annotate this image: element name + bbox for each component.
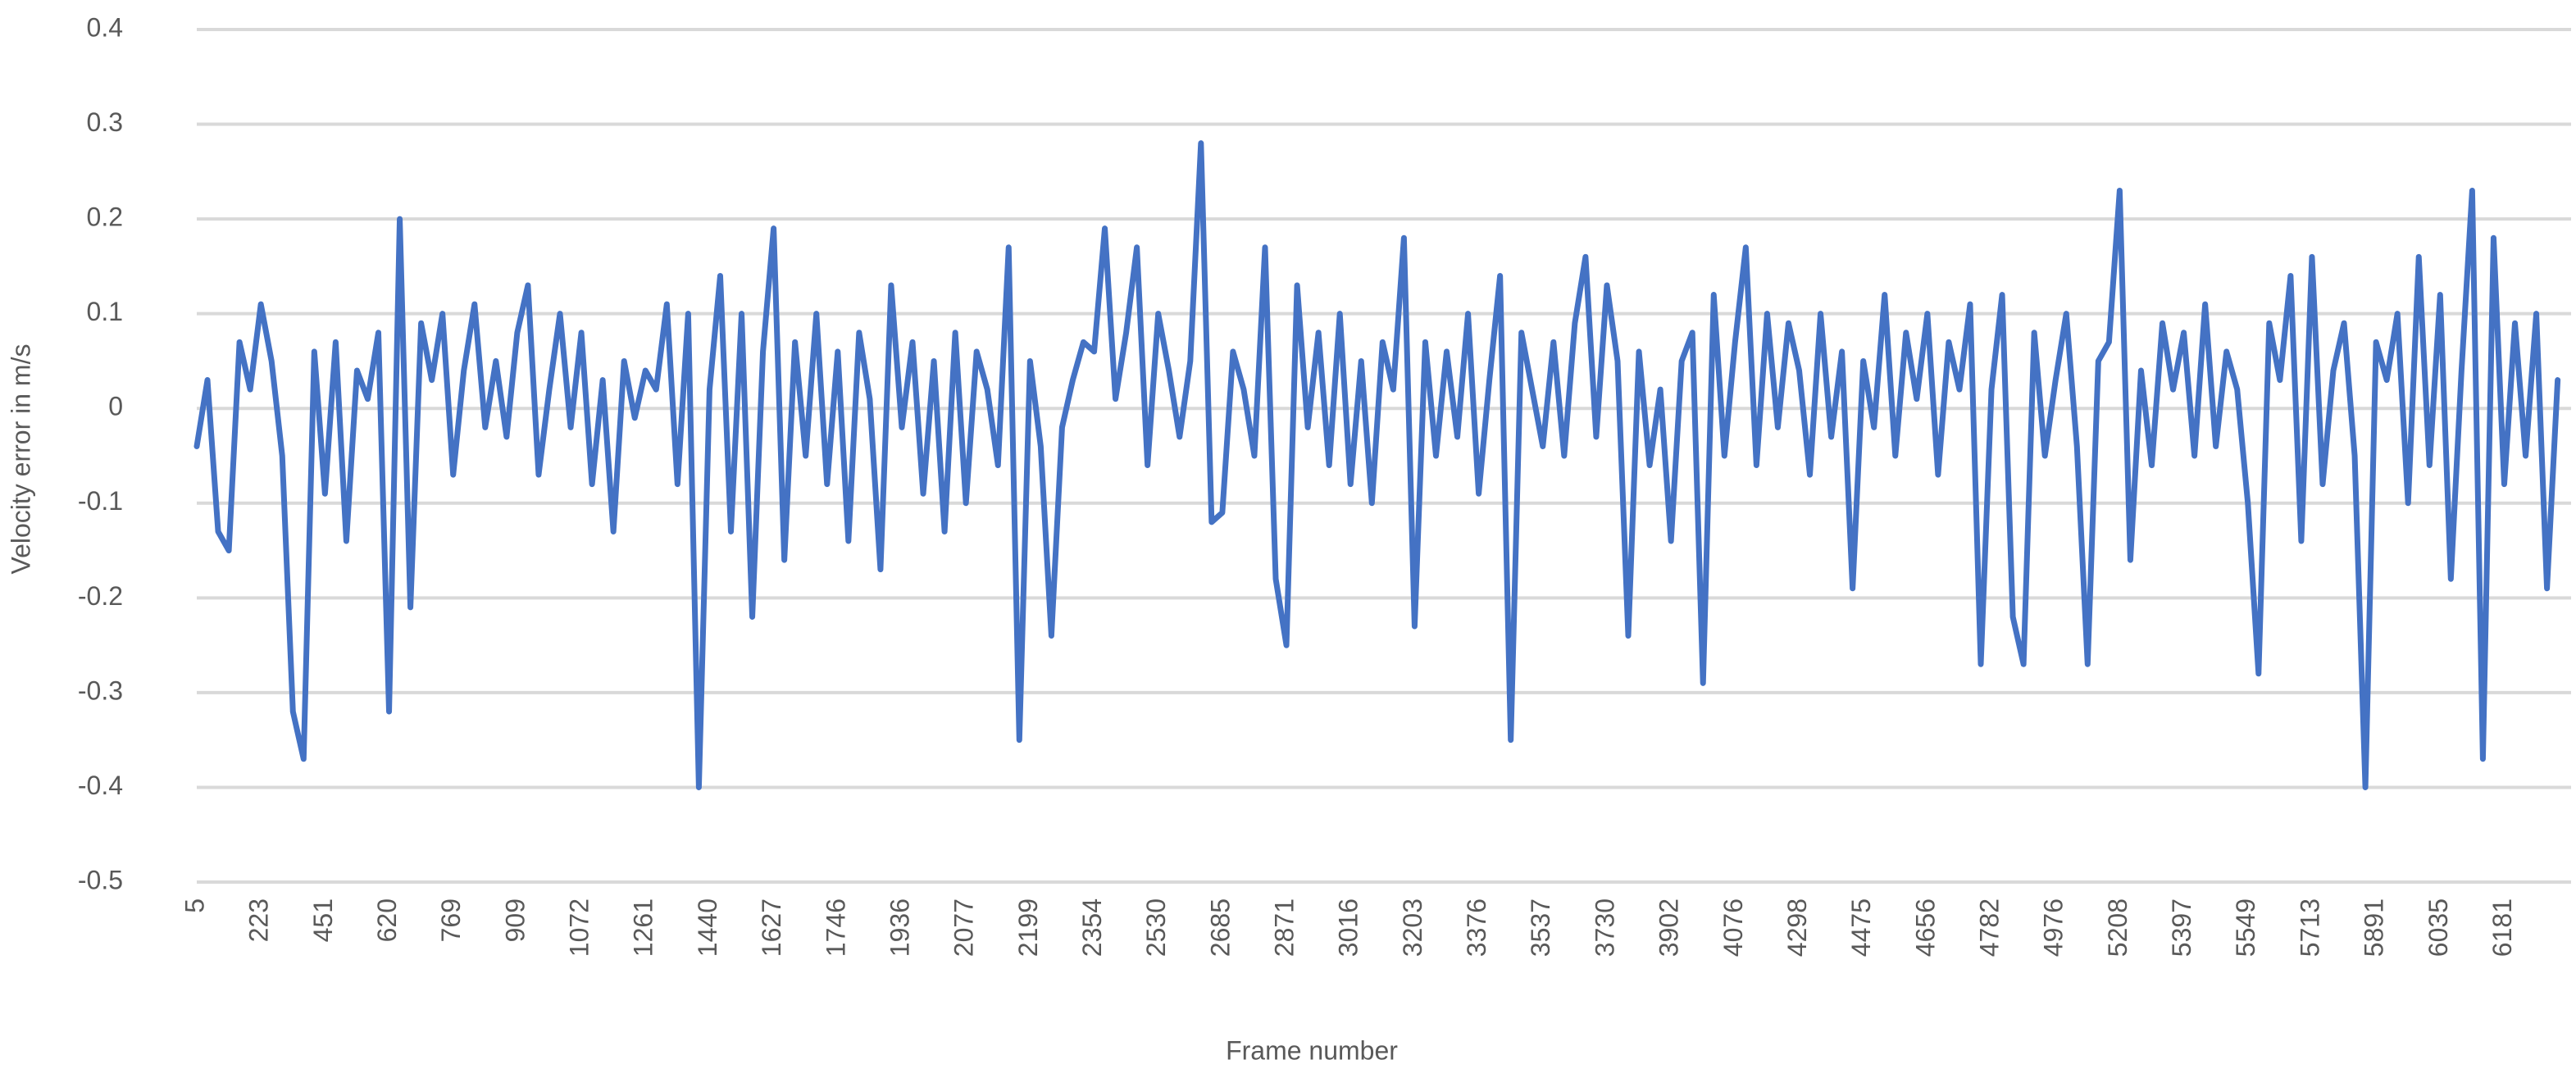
x-axis-title: Frame number (1226, 1035, 1398, 1065)
x-tick-label: 4656 (1910, 898, 1940, 957)
y-tick-label: -0.2 (78, 581, 123, 611)
x-tick-label: 6035 (2424, 898, 2453, 957)
y-tick-label: 0 (108, 392, 123, 421)
x-tick-label: 4976 (2039, 898, 2069, 957)
x-tick-label: 1261 (629, 898, 658, 957)
x-tick-label: 5549 (2231, 898, 2260, 957)
x-tick-label: 4782 (1974, 898, 2004, 957)
y-tick-label: 0.1 (87, 297, 123, 326)
x-tick-label: 1936 (885, 898, 914, 957)
x-tick-label: 769 (436, 898, 466, 942)
y-tick-label: 0.3 (87, 107, 123, 137)
y-tick-label: -0.3 (78, 675, 123, 705)
x-tick-label: 3203 (1398, 898, 1427, 957)
x-tick-label: 223 (244, 898, 274, 942)
x-tick-label: 2685 (1205, 898, 1235, 957)
x-tick-label: 4475 (1846, 898, 1876, 957)
x-tick-label: 5891 (2360, 898, 2389, 957)
x-tick-label: 5208 (2103, 898, 2132, 957)
y-tick-label: -0.5 (78, 865, 123, 894)
x-tick-label: 1746 (821, 898, 850, 957)
x-tick-label: 909 (500, 898, 530, 942)
x-tick-label: 5397 (2167, 898, 2196, 957)
x-tick-label: 3376 (1462, 898, 1491, 957)
x-tick-label: 3016 (1334, 898, 1363, 957)
data-line (193, 140, 2561, 790)
y-axis-title: Velocity error in m/s (6, 344, 35, 575)
x-tick-label: 4298 (1782, 898, 1812, 957)
x-tick-label: 1440 (693, 898, 722, 957)
y-tick-label: 0.2 (87, 202, 123, 232)
y-tick-label: -0.4 (78, 771, 123, 800)
x-tick-label: 2354 (1077, 898, 1107, 957)
x-tick-label: 3730 (1590, 898, 1619, 957)
x-tick-label: 1627 (757, 898, 786, 957)
x-tick-label: 3902 (1654, 898, 1684, 957)
x-tick-label: 4076 (1718, 898, 1748, 957)
x-tick-label: 5713 (2295, 898, 2324, 957)
x-tick-label: 451 (308, 898, 338, 942)
x-tick-label: 5 (180, 898, 209, 913)
x-tick-label: 3537 (1526, 898, 1555, 957)
x-tick-label: 6181 (2487, 898, 2517, 957)
x-tick-label: 2871 (1270, 898, 1299, 957)
x-tick-label: 2199 (1013, 898, 1043, 957)
x-tick-label: 1072 (565, 898, 594, 957)
y-tick-label: -0.1 (78, 486, 123, 516)
y-tick-label: 0.4 (87, 12, 123, 42)
x-tick-label: 620 (372, 898, 402, 942)
x-tick-label: 2077 (949, 898, 979, 957)
x-tick-label: 2530 (1141, 898, 1171, 957)
